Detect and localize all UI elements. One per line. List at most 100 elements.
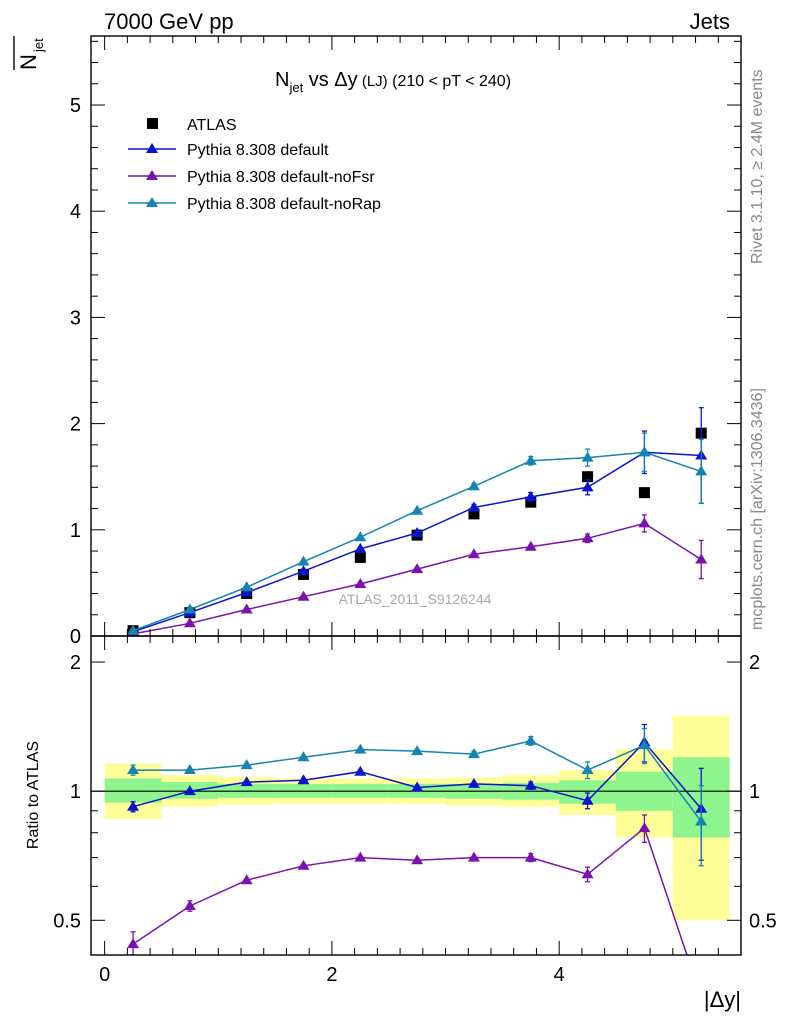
- legend-item-noRap: Pythia 8.308 default-noRap: [128, 196, 381, 213]
- data-point-noRap: [524, 734, 537, 745]
- y-axis-label-main-text: N: [16, 54, 41, 70]
- data-point-noFsr: [467, 851, 480, 862]
- legend: ATLAS Pythia 8.308 default Pythia 8.308 …: [128, 117, 381, 213]
- ratio-data-layer: [91, 715, 741, 955]
- x-axis-label: |Δy|: [704, 987, 741, 1012]
- data-point-noFsr: [240, 603, 253, 614]
- y-tick-label: 1: [70, 781, 81, 803]
- x-tick-label: 4: [554, 964, 565, 986]
- data-point-noFsr: [695, 553, 708, 564]
- data-point-noRap: [240, 759, 253, 770]
- data-point-noRap: [183, 603, 196, 614]
- mcplots-label: mcplots.cern.ch [arXiv:1306.3436]: [749, 388, 766, 630]
- data-point-atlas: [468, 508, 480, 520]
- y-tick-label-right: 1: [749, 781, 760, 803]
- data-point-noFsr: [524, 540, 537, 551]
- data-point-noRap: [695, 815, 708, 826]
- legend-marker-default: [146, 143, 158, 153]
- data-point-noRap: [411, 504, 424, 515]
- data-point-noRap: [695, 465, 708, 476]
- data-point-noRap: [127, 764, 140, 775]
- ratio-frame: [90, 635, 742, 956]
- data-point-noRap: [467, 480, 480, 491]
- data-point-noRap: [354, 531, 367, 542]
- data-point-noFsr: [524, 851, 537, 862]
- chart-title-small: (LJ): [358, 73, 388, 90]
- data-point-default: [581, 481, 594, 492]
- data-point-noFsr: [638, 517, 651, 528]
- ratio-plot: 0 2 4 0.5 0.5 1 1 2 2: [53, 635, 777, 986]
- data-point-default: [581, 794, 594, 805]
- legend-item-default: Pythia 8.308 default: [128, 142, 329, 159]
- data-point-noRap: [411, 745, 424, 756]
- legend-marker-atlas: [147, 118, 158, 129]
- y-tick-label-right: 2: [749, 652, 760, 674]
- y-tick-label: 2: [70, 652, 81, 674]
- data-point-noRap: [297, 751, 310, 762]
- data-point-noRap: [127, 624, 140, 635]
- data-point-noRap: [581, 451, 594, 462]
- data-point-default: [297, 774, 310, 785]
- series-line-noFsr: [132, 826, 688, 955]
- data-point-noFsr: [581, 532, 594, 543]
- data-point-noFsr: [354, 577, 367, 588]
- data-point-default: [240, 776, 253, 787]
- data-point-noFsr: [354, 851, 367, 862]
- y-axis-label-main-sub: jet: [31, 38, 46, 53]
- data-point-noRap: [297, 555, 310, 566]
- data-point-atlas: [638, 487, 650, 499]
- data-point-default: [240, 586, 253, 597]
- legend-label-noRap: Pythia 8.308 default-noRap: [187, 196, 381, 213]
- legend-marker-noRap: [146, 197, 158, 207]
- data-point-default: [127, 800, 140, 811]
- data-point-default: [467, 501, 480, 512]
- data-point-noRap: [467, 748, 480, 759]
- y-axis-label-ratio: Ratio to ATLAS: [25, 741, 42, 849]
- y-tick-label-right: 0.5: [749, 910, 777, 932]
- y-tick-label: 1: [70, 520, 81, 542]
- y-tick-label: 2: [70, 414, 81, 436]
- chart-title: Njet vs Δy (LJ) (210 < pT < 240): [275, 69, 511, 95]
- data-point-noFsr: [183, 899, 196, 910]
- chart-title-sub: jet: [288, 80, 303, 95]
- data-point-default: [524, 779, 537, 790]
- data-point-noRap: [240, 581, 253, 592]
- data-point-default: [297, 565, 310, 576]
- data-point-default: [354, 765, 367, 776]
- rivet-label: Rivet 3.1.10, ≥ 2.4M events: [749, 69, 766, 264]
- y-tick-label: 0: [70, 626, 81, 648]
- data-point-noFsr: [581, 868, 594, 879]
- data-point-atlas: [582, 471, 594, 483]
- header-left: 7000 GeV pp: [104, 9, 234, 34]
- data-point-noFsr: [411, 563, 424, 574]
- chart-title-vs: vs Δy: [303, 69, 357, 91]
- data-point-noFsr: [638, 822, 651, 833]
- data-point-noFsr: [127, 938, 140, 949]
- x-tick-label: 0: [99, 964, 110, 986]
- data-point-noFsr: [411, 854, 424, 865]
- legend-label-noFsr: Pythia 8.308 default-noFsr: [187, 169, 375, 186]
- data-point-noFsr: [467, 548, 480, 559]
- y-tick-label: 0.5: [53, 910, 81, 932]
- chart-title-main: N: [275, 69, 289, 91]
- legend-item-noFsr: Pythia 8.308 default-noFsr: [128, 169, 375, 186]
- data-point-noRap: [581, 764, 594, 775]
- x-tick-label: 2: [326, 964, 337, 986]
- chart-title-range: (210 < pT < 240): [388, 73, 511, 90]
- data-point-noFsr: [297, 590, 310, 601]
- legend-label-default: Pythia 8.308 default: [187, 142, 329, 159]
- y-axis-label-main: N jet: [13, 36, 46, 70]
- data-point-atlas: [354, 551, 366, 563]
- data-point-noRap: [638, 739, 651, 750]
- watermark: ATLAS_2011_S9126244: [339, 591, 492, 607]
- data-point-noFsr: [240, 874, 253, 885]
- legend-item-atlas: ATLAS: [147, 117, 237, 134]
- data-point-atlas: [525, 496, 537, 508]
- data-point-noRap: [524, 454, 537, 465]
- header-right: Jets: [690, 9, 730, 34]
- main-plot: 0 1 2 3 4 5: [70, 35, 742, 648]
- y-tick-label: 3: [70, 307, 81, 329]
- legend-label-atlas: ATLAS: [187, 117, 237, 134]
- data-point-noRap: [354, 743, 367, 754]
